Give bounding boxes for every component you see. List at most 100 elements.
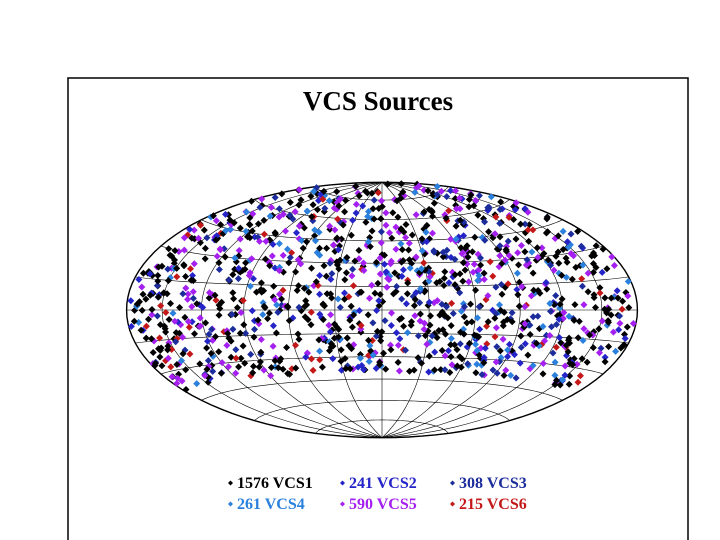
source-dot — [368, 337, 376, 344]
source-dot — [342, 365, 350, 373]
source-dot — [441, 352, 449, 360]
source-dot — [394, 358, 402, 366]
source-dot — [556, 381, 564, 389]
source-dot — [512, 199, 520, 207]
source-dot — [423, 238, 431, 246]
source-dot — [285, 259, 293, 267]
source-dot — [167, 363, 175, 371]
source-dot — [377, 215, 385, 223]
source-dot — [323, 290, 331, 298]
source-dot — [521, 220, 529, 228]
source-dot — [337, 346, 345, 354]
source-dot — [425, 368, 433, 376]
source-dot — [368, 227, 376, 235]
source-dot — [392, 223, 400, 231]
source-dot — [508, 309, 516, 317]
source-dot — [242, 329, 250, 337]
source-dot — [491, 230, 499, 238]
source-dot — [447, 322, 455, 330]
source-dot — [260, 216, 268, 224]
source-dot — [474, 277, 482, 285]
source-dot — [370, 196, 378, 204]
source-dot — [377, 228, 385, 236]
source-dot — [521, 320, 529, 328]
source-dot — [343, 334, 351, 342]
source-dot — [383, 283, 391, 291]
source-dot — [621, 335, 629, 342]
source-dot — [620, 341, 628, 349]
legend-marker — [228, 501, 233, 507]
source-dot — [561, 371, 569, 379]
source-dot — [516, 359, 524, 367]
source-dot — [333, 235, 341, 243]
source-dot — [186, 225, 194, 233]
source-dot — [603, 309, 611, 317]
source-dot — [232, 346, 240, 354]
source-dot — [348, 323, 356, 331]
source-dot — [387, 257, 395, 265]
source-dot — [365, 358, 373, 365]
source-dot — [559, 376, 566, 384]
source-dot — [451, 255, 459, 263]
source-dot — [446, 369, 454, 376]
source-dot — [574, 334, 582, 342]
source-dot — [451, 271, 459, 279]
source-dot — [248, 255, 256, 263]
source-dot — [447, 187, 454, 195]
source-dot — [610, 262, 618, 269]
source-dot — [316, 356, 324, 364]
source-dot — [521, 340, 529, 348]
source-dot — [512, 374, 520, 382]
source-dot — [204, 337, 212, 345]
source-dot — [264, 315, 272, 323]
source-dot — [399, 188, 407, 196]
source-dot — [556, 300, 564, 308]
source-dot — [465, 278, 473, 286]
source-dot — [285, 317, 293, 325]
source-dot — [231, 254, 239, 262]
source-dot — [142, 322, 150, 330]
source-dot — [155, 345, 163, 353]
source-dot — [331, 226, 339, 234]
source-dot — [430, 247, 438, 255]
source-dot — [542, 279, 550, 286]
source-dot — [527, 292, 535, 300]
source-dot — [387, 341, 394, 349]
source-dot — [189, 288, 197, 296]
source-dot — [146, 291, 154, 299]
source-dot — [356, 351, 364, 358]
source-dot — [232, 369, 240, 377]
source-dot — [392, 245, 400, 253]
source-dot — [405, 239, 413, 247]
source-dot — [580, 325, 588, 333]
legend-marker — [450, 480, 455, 486]
source-dot — [390, 290, 397, 298]
source-dot — [457, 363, 465, 371]
source-dot — [316, 310, 324, 318]
legend-marker — [340, 480, 345, 486]
source-dot — [278, 190, 286, 198]
source-dot — [382, 268, 390, 276]
source-dot — [320, 187, 328, 195]
source-dot — [327, 275, 335, 283]
source-dot — [394, 213, 402, 221]
source-dot — [507, 371, 515, 379]
source-dot — [492, 324, 500, 332]
source-dot — [474, 211, 482, 219]
source-dot — [472, 340, 479, 348]
source-dot — [485, 228, 493, 236]
source-dot — [272, 329, 280, 337]
source-dot — [389, 209, 397, 217]
source-dot — [342, 196, 350, 204]
source-dot — [552, 343, 560, 351]
source-dot — [539, 360, 547, 367]
source-dot — [426, 321, 434, 329]
source-dot — [417, 285, 424, 293]
source-dot — [212, 296, 220, 304]
source-dot — [377, 337, 385, 345]
source-dot — [402, 300, 410, 308]
source-dot — [555, 334, 563, 342]
source-dot — [165, 245, 173, 253]
source-dot — [530, 286, 538, 294]
